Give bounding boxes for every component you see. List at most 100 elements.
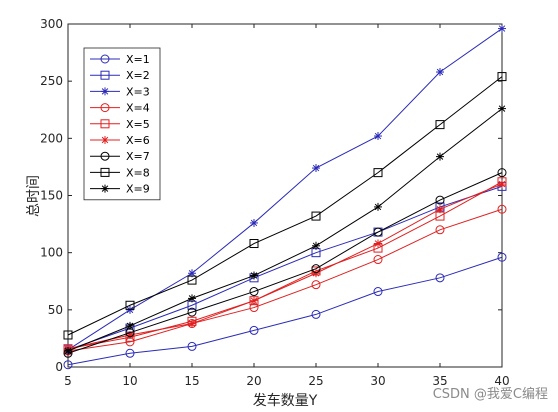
marker-star — [374, 202, 382, 211]
x-tick-label: 40 — [494, 374, 509, 388]
y-axis-label: 总时间 — [26, 175, 42, 217]
marker-star — [312, 241, 320, 250]
marker-square — [100, 119, 110, 129]
legend-entry: X=3 — [90, 85, 150, 98]
series-lines — [63, 24, 507, 370]
series-line — [67, 208, 503, 352]
marker-circle — [63, 360, 73, 370]
marker-star — [188, 294, 196, 303]
legend-label: X=3 — [126, 85, 150, 98]
marker-star — [498, 180, 506, 189]
marker-square — [373, 168, 383, 178]
marker-star — [64, 346, 72, 355]
legend-entry: X=2 — [90, 69, 150, 82]
marker-star — [312, 269, 320, 278]
y-tick-label: 100 — [40, 246, 63, 260]
marker-circle — [100, 103, 110, 113]
legend-label: X=5 — [126, 118, 150, 131]
marker-circle — [373, 227, 383, 237]
marker-circle — [125, 348, 135, 358]
series-x-8 — [63, 72, 507, 340]
marker-square — [100, 167, 110, 177]
marker-circle — [435, 225, 445, 235]
marker-star — [250, 271, 258, 280]
y-tick-label: 50 — [48, 303, 63, 317]
legend-entry: X=8 — [90, 166, 150, 179]
x-tick-label: 35 — [432, 374, 447, 388]
x-tick-label: 10 — [122, 374, 137, 388]
marker-circle — [311, 309, 321, 319]
legend-entry: X=1 — [90, 53, 150, 66]
legend-label: X=4 — [126, 102, 150, 115]
marker-star — [188, 319, 196, 328]
legend-label: X=7 — [126, 150, 150, 163]
series-x-7 — [63, 168, 507, 358]
x-tick-label: 20 — [246, 374, 261, 388]
legend-entry: X=4 — [90, 102, 150, 115]
marker-star — [312, 164, 320, 173]
legend-label: X=1 — [126, 53, 150, 66]
marker-square — [187, 275, 197, 285]
marker-star — [436, 152, 444, 161]
marker-circle — [373, 287, 383, 297]
y-tick-label: 0 — [55, 360, 63, 374]
marker-star — [101, 87, 109, 96]
marker-star — [126, 321, 134, 330]
series-line — [67, 185, 503, 351]
axes: 5 10 15 20 25 30 35 40 0 50 100 150 200 250 300 — [40, 17, 510, 388]
marker-star — [250, 296, 258, 305]
marker-star — [436, 205, 444, 214]
marker-square — [435, 120, 445, 130]
marker-star — [498, 104, 506, 113]
marker-circle — [435, 195, 445, 205]
marker-star — [126, 305, 134, 314]
series-line — [67, 256, 503, 366]
marker-circle — [100, 54, 110, 64]
marker-star — [498, 24, 506, 33]
marker-square — [100, 70, 110, 80]
legend-entry: X=9 — [90, 183, 150, 196]
legend-label: X=9 — [126, 183, 150, 196]
series-line — [67, 76, 503, 336]
x-tick-label: 5 — [64, 374, 72, 388]
x-axis-label: 发车数量Y — [253, 392, 318, 409]
marker-circle — [497, 252, 507, 262]
marker-star — [374, 239, 382, 248]
legend-entry: X=7 — [90, 150, 150, 163]
marker-circle — [249, 325, 259, 335]
marker-star — [374, 132, 382, 141]
marker-square — [497, 72, 507, 82]
marker-square — [63, 330, 73, 340]
legend-entry: X=6 — [90, 134, 150, 147]
legend: X=1 X=2 X=3 X=4 X=5 X=6 X=7 X=8 X=9 — [83, 47, 161, 201]
marker-circle — [249, 287, 259, 297]
series-line — [67, 183, 503, 350]
series-line — [67, 181, 503, 350]
marker-circle — [435, 273, 445, 283]
marker-circle — [497, 204, 507, 214]
marker-square — [125, 300, 135, 310]
marker-circle — [187, 307, 197, 317]
y-tick-label: 200 — [40, 131, 63, 145]
watermark: CSDN @我爱C编程 — [433, 387, 548, 402]
marker-star — [436, 68, 444, 77]
series-line — [67, 28, 503, 351]
marker-circle — [311, 280, 321, 290]
marker-circle — [187, 341, 197, 351]
marker-circle — [497, 168, 507, 178]
series-x-4 — [63, 204, 507, 356]
legend-label: X=2 — [126, 69, 150, 82]
x-tick-label: 30 — [370, 374, 385, 388]
series-x-9 — [64, 104, 506, 355]
x-tick-label: 25 — [308, 374, 323, 388]
y-tick-label: 150 — [40, 189, 63, 203]
series-line — [67, 108, 503, 352]
marker-square — [249, 239, 259, 249]
marker-star — [101, 136, 109, 144]
legend-label: X=8 — [126, 166, 150, 179]
marker-square — [311, 211, 321, 221]
legend-label: X=6 — [126, 134, 150, 147]
x-tick-label: 15 — [184, 374, 199, 388]
y-tick-label: 300 — [40, 17, 63, 31]
